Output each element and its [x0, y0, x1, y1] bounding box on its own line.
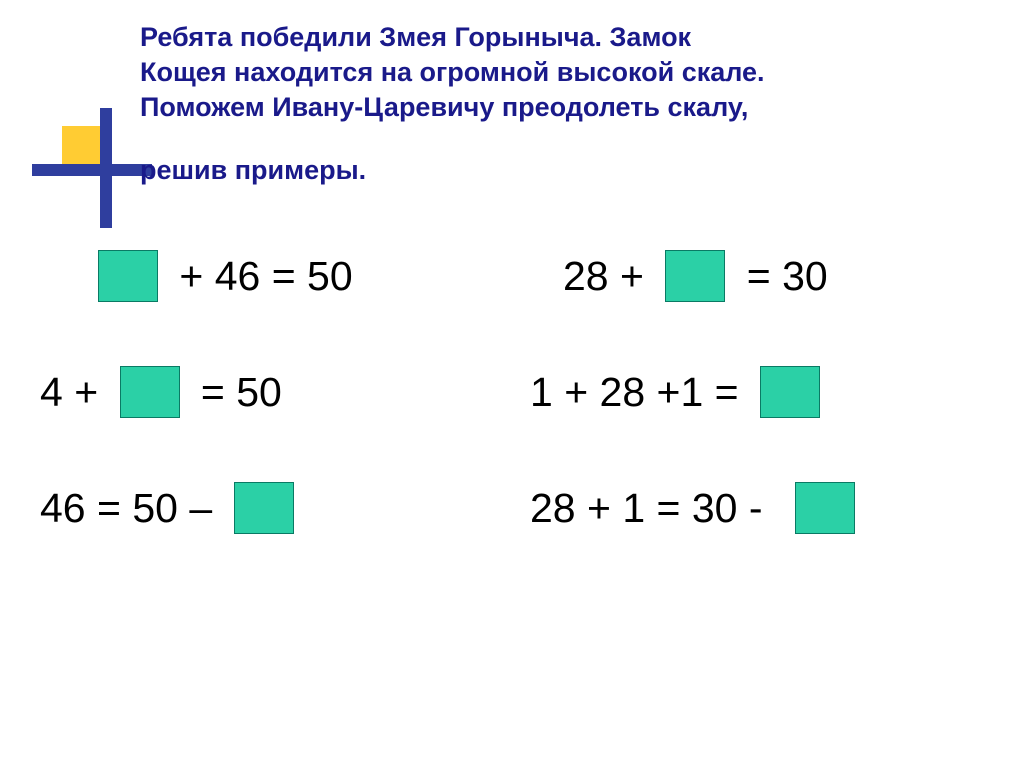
equation-text: + 46 = 50 — [168, 253, 353, 300]
decoration-horizontal-bar-icon — [32, 164, 152, 176]
equation-text: = 50 — [190, 369, 282, 416]
equation-text: 4 + — [40, 369, 110, 416]
title-line-2: Кощея находится на огромной высокой скал… — [140, 57, 765, 87]
equation-text: 28 + 1 = 30 - — [530, 485, 785, 532]
equation-text: 46 = 50 – — [40, 485, 224, 532]
equation-row: 4 + = 50 1 + 28 +1 = — [40, 366, 1000, 418]
equation-cell: 1 + 28 +1 = — [530, 366, 990, 418]
title-line-1: Ребята победили Змея Горыныча. Замок — [140, 22, 691, 52]
blank-box — [795, 482, 855, 534]
blank-box — [665, 250, 725, 302]
equation-cell: 46 = 50 – — [40, 482, 540, 534]
equation-row: + 46 = 50 28 + = 30 — [40, 250, 1000, 302]
decoration-square-icon — [62, 126, 100, 164]
slide: Ребята победили Змея Горыныча. Замок Кощ… — [0, 0, 1024, 768]
equation-text: = 30 — [735, 253, 827, 300]
title-line-3: Поможем Ивану-Царевичу преодолеть скалу, — [140, 92, 748, 122]
blank-box — [98, 250, 158, 302]
blank-box — [760, 366, 820, 418]
title-text: Ребята победили Змея Горыныча. Замок Кощ… — [140, 20, 970, 188]
equation-cell: 28 + = 30 — [563, 250, 1000, 302]
decoration-vertical-bar-icon — [100, 108, 112, 228]
title-line-4: решив примеры. — [140, 153, 970, 188]
equations-area: + 46 = 50 28 + = 30 4 + = 50 1 + 28 +1 = — [40, 250, 1000, 598]
equation-text: 1 + 28 +1 = — [530, 369, 750, 416]
blank-box — [120, 366, 180, 418]
equation-cell: 4 + = 50 — [40, 366, 540, 418]
equation-cell: + 46 = 50 — [40, 250, 563, 302]
equation-text: 28 + — [563, 253, 655, 300]
equation-cell: 28 + 1 = 30 - — [530, 482, 990, 534]
equation-row: 46 = 50 – 28 + 1 = 30 - — [40, 482, 1000, 534]
blank-box — [234, 482, 294, 534]
